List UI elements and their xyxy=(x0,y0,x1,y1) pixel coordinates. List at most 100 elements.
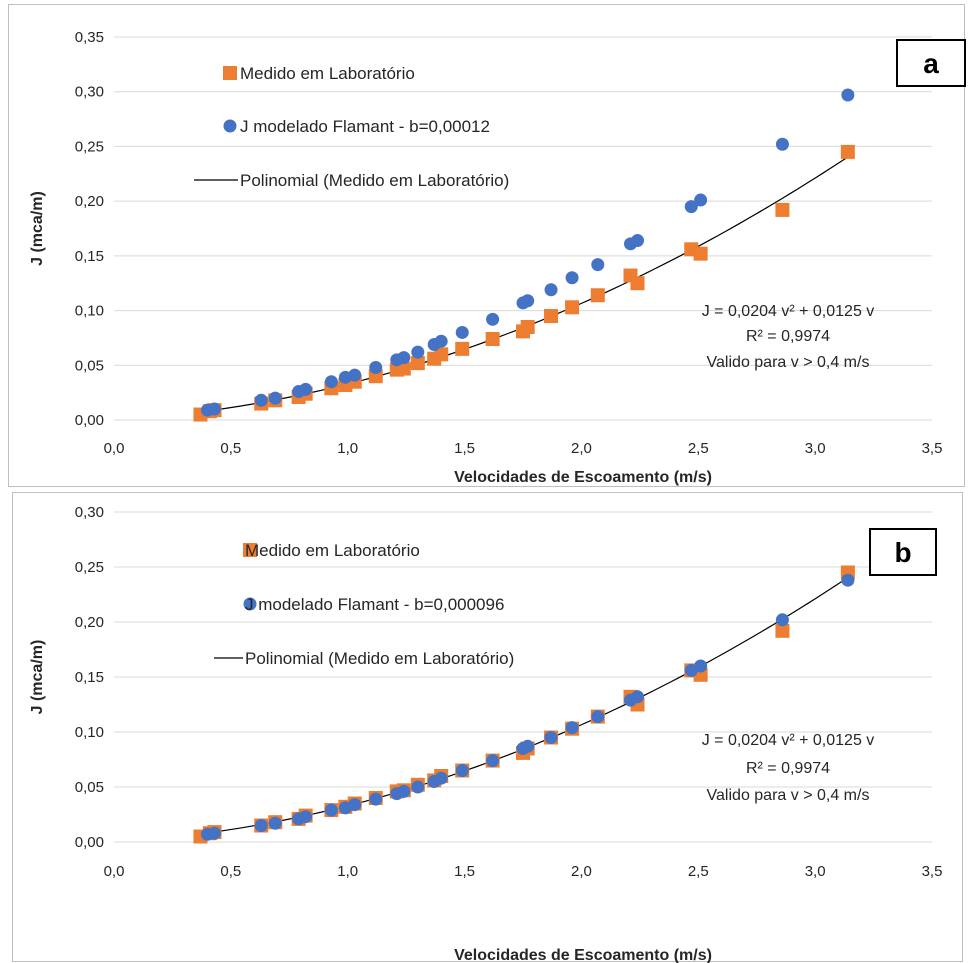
x-tick-label: 1,0 xyxy=(337,440,358,457)
trendline-equation-line: Valido para v > 0,4 m/s xyxy=(707,787,870,804)
legend-label-trendline: Polinomial (Medido em Laboratório) xyxy=(245,649,514,668)
x-tick-label: 2,0 xyxy=(571,863,592,880)
legend-label-modeled: J modelado Flamant - b=0,000096 xyxy=(245,595,504,614)
modeled-point xyxy=(268,816,282,830)
chart-panel-a: 0,00 0,05 0,10 0,15 0,20 0,25 0,30 0,35 0,0 0,5 1,… xyxy=(8,4,966,487)
modeled-point xyxy=(521,739,535,753)
modeled-point xyxy=(397,784,411,798)
modeled-point xyxy=(631,690,645,704)
modeled-point xyxy=(299,810,313,824)
legend-marker-measured xyxy=(243,543,257,557)
modeled-point xyxy=(694,659,708,673)
modeled-point xyxy=(544,731,558,744)
modeled-point xyxy=(544,283,558,297)
modeled-point xyxy=(254,819,268,832)
measured-point xyxy=(693,246,708,261)
measured-point xyxy=(520,319,535,334)
x-tick-label: 0,5 xyxy=(220,440,241,457)
x-tick-label: 3,0 xyxy=(805,863,826,880)
modeled-point xyxy=(254,393,268,407)
x-tick-label: 1,5 xyxy=(454,863,475,880)
x-axis-title: Velocidades de Escoamento (m/s) xyxy=(454,947,712,963)
modeled-point xyxy=(631,234,645,248)
chart-b-svg: 0,00 0,05 0,10 0,15 0,20 0,25 0,30 0,0 0,5 1,0 1,5… xyxy=(12,492,963,963)
measured-point xyxy=(485,332,500,347)
measured-point xyxy=(630,276,645,291)
modeled-point xyxy=(775,137,789,151)
y-tick-label: 0,30 xyxy=(75,84,104,101)
x-tick-label: 2,5 xyxy=(688,440,709,457)
x-tick-label: 1,5 xyxy=(454,440,475,457)
modeled-point xyxy=(369,792,383,806)
y-axis-title: J (mca/m) xyxy=(29,191,46,266)
modeled-point xyxy=(434,334,448,348)
x-tick-label: 3,5 xyxy=(922,440,943,457)
measured-point xyxy=(775,623,790,638)
legend-marker-modeled xyxy=(223,119,237,133)
x-tick-label: 2,0 xyxy=(571,440,592,457)
legend-marker-modeled xyxy=(243,597,257,611)
measured-point xyxy=(840,144,855,159)
trendline-equation-line: Valido para v > 0,4 m/s xyxy=(707,354,870,371)
modeled-point xyxy=(411,780,425,794)
modeled-point xyxy=(207,826,221,840)
y-tick-label: 0,25 xyxy=(75,138,104,155)
measured-point xyxy=(775,202,790,217)
trendline-equation-line: R² = 0,9974 xyxy=(746,328,830,345)
x-tick-label: 1,0 xyxy=(337,863,358,880)
modeled-point xyxy=(324,375,338,389)
y-tick-label: 0,05 xyxy=(75,357,104,374)
modeled-point xyxy=(397,351,411,365)
y-tick-label: 0,35 xyxy=(75,29,104,46)
panel-label-box xyxy=(869,528,937,576)
modeled-point xyxy=(565,271,579,285)
modeled-point xyxy=(348,798,362,812)
x-tick-label: 0,0 xyxy=(104,863,125,880)
modeled-point xyxy=(299,382,313,396)
panel-label: b xyxy=(894,537,911,568)
x-tick-label: 3,5 xyxy=(922,863,943,880)
modeled-point xyxy=(455,764,469,777)
panel-label: a xyxy=(923,48,939,79)
modeled-point xyxy=(591,710,605,724)
modeled-point xyxy=(455,325,469,339)
y-axis-title: J (mca/m) xyxy=(29,640,46,715)
legend-label-trendline: Polinomial (Medido em Laboratório) xyxy=(240,171,509,190)
modeled-point xyxy=(841,573,855,587)
y-tick-label: 0,05 xyxy=(75,779,104,796)
measured-point xyxy=(544,309,559,324)
trendline-equation-line: J = 0,0204 v² + 0,0125 v xyxy=(702,732,875,749)
y-tick-label: 0,00 xyxy=(75,412,104,429)
x-axis-title: Velocidades de Escoamento (m/s) xyxy=(454,469,712,486)
y-tick-label: 0,20 xyxy=(75,614,104,631)
modeled-point xyxy=(324,803,338,817)
modeled-point xyxy=(411,345,425,359)
y-tick-label: 0,15 xyxy=(75,669,104,686)
chart-a-svg: 0,00 0,05 0,10 0,15 0,20 0,25 0,30 0,35 0,0 0,5 1,… xyxy=(8,4,966,487)
y-tick-label: 0,15 xyxy=(75,248,104,265)
legend-label-measured: Medido em Laboratório xyxy=(245,541,420,560)
y-tick-label: 0,30 xyxy=(75,504,104,521)
modeled-point xyxy=(565,721,579,735)
measured-point xyxy=(410,356,425,371)
modeled-point xyxy=(434,771,448,785)
y-tick-label: 0,10 xyxy=(75,303,104,320)
chart-panel-b: 0,00 0,05 0,10 0,15 0,20 0,25 0,30 0,0 0,5 1,0 1,5… xyxy=(0,490,976,963)
modeled-point xyxy=(207,402,221,416)
measured-point xyxy=(590,288,605,303)
legend-marker-measured xyxy=(223,66,237,80)
chart-frame xyxy=(12,492,963,962)
modeled-point xyxy=(775,613,789,627)
modeled-point xyxy=(486,312,500,326)
x-tick-label: 3,0 xyxy=(805,440,826,457)
modeled-point xyxy=(268,391,282,405)
x-tick-label: 0,5 xyxy=(220,863,241,880)
modeled-point xyxy=(486,754,500,768)
trendline-equation-line: R² = 0,9974 xyxy=(746,760,830,777)
modeled-point xyxy=(841,88,855,102)
panel-label-box xyxy=(896,39,966,87)
x-tick-label: 2,5 xyxy=(688,863,709,880)
measured-point xyxy=(455,341,470,356)
modeled-point xyxy=(694,193,708,207)
x-tick-label: 0,0 xyxy=(104,440,125,457)
